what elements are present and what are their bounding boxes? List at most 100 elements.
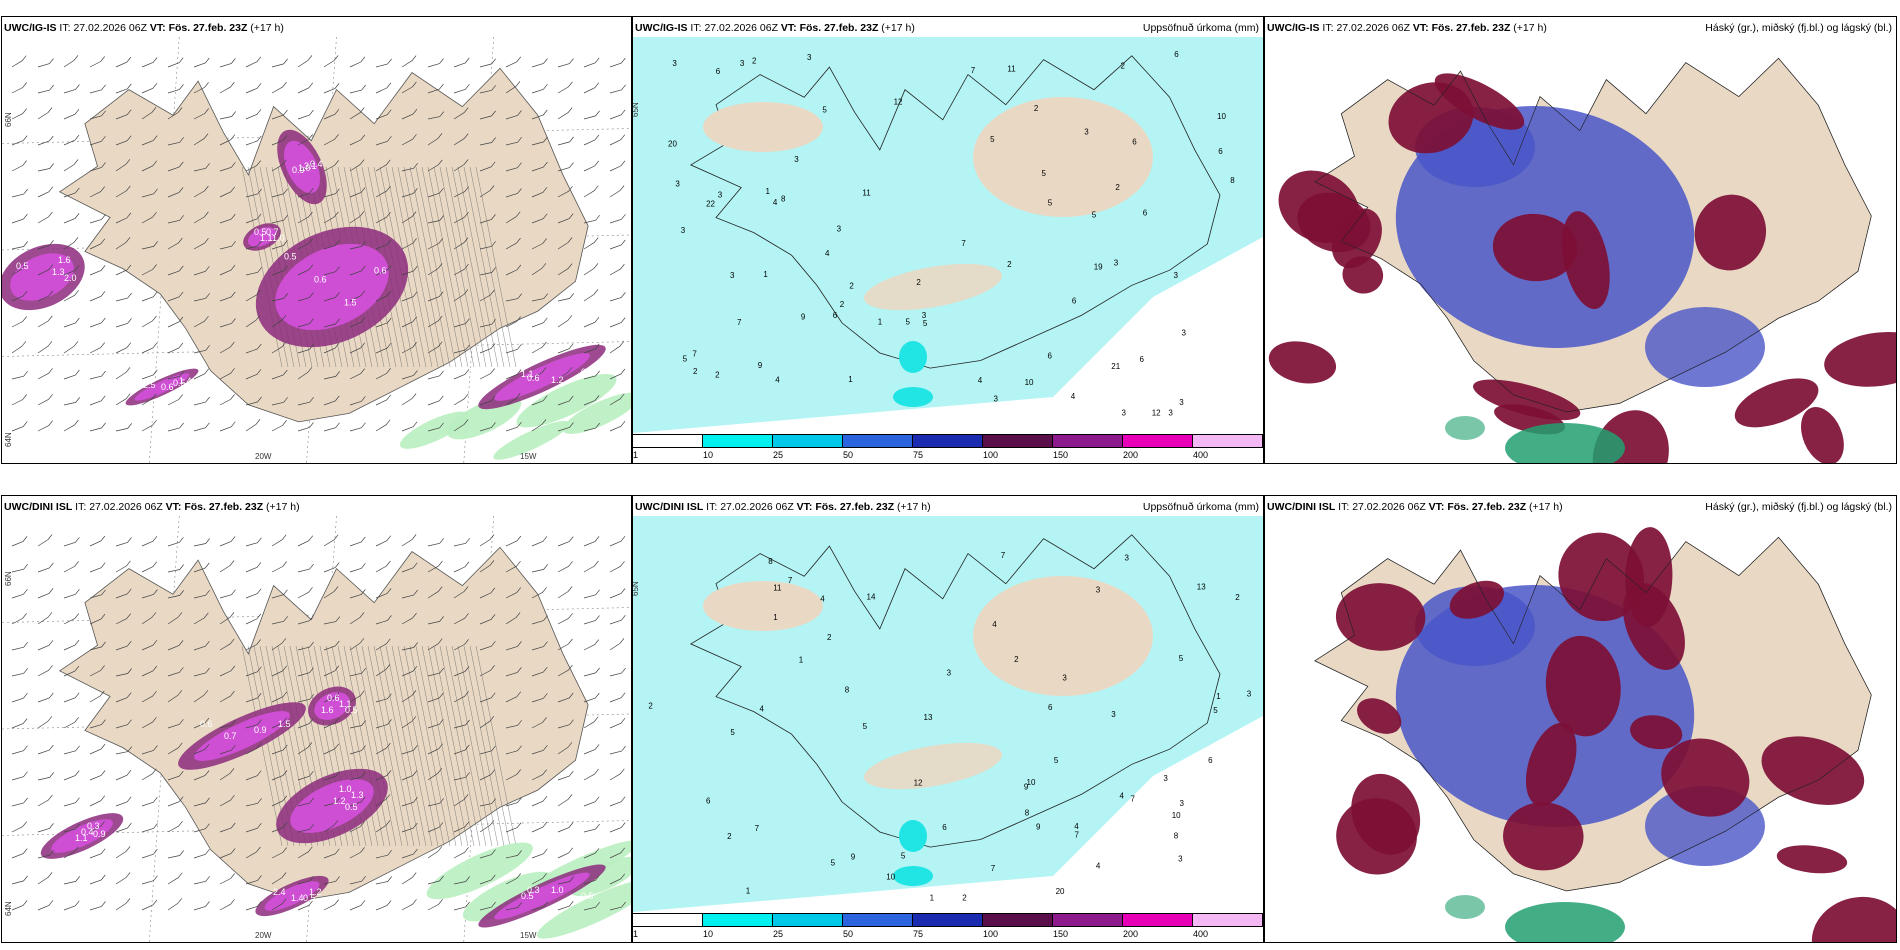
wind-barb [401,370,418,380]
wind-barb [349,771,366,781]
precip-value-label: 3.1 [304,161,317,171]
wind-barb [11,900,28,911]
high-cloud-area [1661,738,1750,817]
wind-barb [401,848,418,859]
wind-barb [219,768,235,781]
precip-value-label: 20 [668,140,677,149]
wind-barb [531,187,548,198]
wind-barb [63,159,79,172]
wind-barb [245,267,262,276]
wind-barb [297,187,314,198]
wind-barb [583,796,600,807]
high-cloud-area [1824,332,1896,387]
vt-label: VT: [1428,501,1445,513]
precip-value-label: 3 [1096,586,1101,595]
precip-value-label: 1.4 [179,376,192,386]
wind-barb [89,110,106,120]
wind-barb [375,535,392,547]
wind-barb [531,615,548,625]
wind-barb [479,715,495,729]
wind-precip-panel-row1[interactable]: UWC/IG-IS IT: 27.02.2026 06Z VT: Fös. 27… [1,16,632,464]
wind-barb [37,716,53,729]
wind-barb [193,538,210,547]
wind-barb [193,185,209,198]
wind-barb [453,318,470,328]
wind-barb [531,293,549,302]
wind-barb [427,899,443,911]
precip-value-label: 2 [1121,61,1126,70]
map-area[interactable]: 0.6 1.2 1.1 0.3 0.5 1.2 0.9 1.0 0.4 0.5 0.6 1.4 0.7 0… [2,516,631,942]
wind-barb [245,109,262,120]
wind-barb [479,692,496,703]
colorbar-segment [913,913,983,927]
wind-barb [453,772,470,781]
precip-value-label: 4 [775,376,780,385]
precip-panel-row2[interactable]: UWC/DINI ISL IT: 27.02.2026 06Z VT: Fös.… [632,495,1264,943]
colorbar-tick-label: 50 [843,450,854,460]
precip-value-label: 3 [837,224,842,233]
wind-barb [479,395,496,406]
wind-barb [193,396,210,406]
wind-barb [115,56,132,68]
wind-precip-map: 0.51.30.90.60.51.40.61.61.00.51.10.61.52… [2,37,631,463]
model-label: UWC/DINI ISL [1267,501,1336,513]
precip-area [314,692,350,720]
wind-barb [141,716,157,729]
wind-barb [89,535,106,547]
colorbar-tick-label: 200 [1123,929,1139,939]
wind-barb [167,537,184,547]
wind-barb [271,135,288,146]
precip-value-label: 1.6 [321,705,334,715]
precip-value-label: 2.5 [143,380,156,390]
wind-barb [557,213,574,224]
wind-barb [63,187,80,198]
wind-barb [453,538,470,547]
wind-barb [271,293,288,302]
colorbar-segment [1123,913,1193,927]
cloud-panel-row1[interactable]: UWC/IG-IS IT: 27.02.2026 06Z VT: Fös. 27… [1264,16,1897,464]
wind-barb [193,345,210,354]
lat-tick-66n: 66N [4,571,13,586]
precip-value-label: 1.0 [298,163,311,173]
wind-barb [219,744,236,755]
precip-panel-row1[interactable]: UWC/IG-IS IT: 27.02.2026 06Z VT: Fös. 27… [632,16,1264,464]
precip-value-label: 3 [1062,674,1067,683]
wind-barb [297,238,313,250]
wind-barb [89,770,106,781]
map-area[interactable]: 9 4 5 5 3 1 2 3 2 2 1 1 3 7 13 10 5 4 6 7 5 8 11 9 14 10 3 4 2 1 2 3 4 3 4… [633,516,1263,912]
precip-value-label: 1.2 [333,796,346,806]
wind-barb [297,318,314,328]
wind-barb [37,163,54,172]
vt-label: VT: [780,22,797,34]
wind-barb [245,56,262,68]
wind-barb [323,692,340,703]
wind-barb [349,396,366,406]
wind-barb [453,821,470,833]
wind-barb [531,238,547,250]
wind-barb [89,342,105,354]
wind-precip-panel-row2[interactable]: UWC/DINI ISL IT: 27.02.2026 06Z VT: Fös.… [1,495,632,943]
precip-value-label: 0.6 [374,266,387,276]
wind-barb [349,720,366,729]
wind-barb [401,238,417,250]
wind-barb [557,742,573,755]
wind-barb [37,264,54,276]
precip-value-label: 0.7 [224,731,237,741]
map-area[interactable] [1265,516,1896,942]
wind-barb [245,83,262,94]
wind-barb [505,822,522,833]
map-area[interactable] [1265,37,1896,463]
map-area[interactable]: 0.5 1.3 0.9 0.6 0.5 1.4 0.6 1.6 1.0 0.5 1.1 0.6 1.5 2… [2,37,631,463]
cloud-panel-row2[interactable]: UWC/DINI ISL IT: 27.02.2026 06Z VT: Fös.… [1264,495,1897,943]
wind-barb [37,562,54,573]
wind-barb [427,341,443,354]
map-area[interactable]: 2 4 3 3 3 5 5 4 6 5 6 7 3 3 3 6 7 8 10 11 12 8 10 9 6 5 4 7 6 5 2 1 2 3 3 3… [633,37,1263,433]
precip-value-label: 7 [788,576,793,585]
wind-barb [375,58,392,68]
wind-barb [349,745,366,755]
wind-barb [583,395,600,406]
wind-barb [505,188,522,198]
colorbar-segment [1193,913,1263,927]
wind-barb [141,768,157,781]
wind-barb [219,560,235,573]
